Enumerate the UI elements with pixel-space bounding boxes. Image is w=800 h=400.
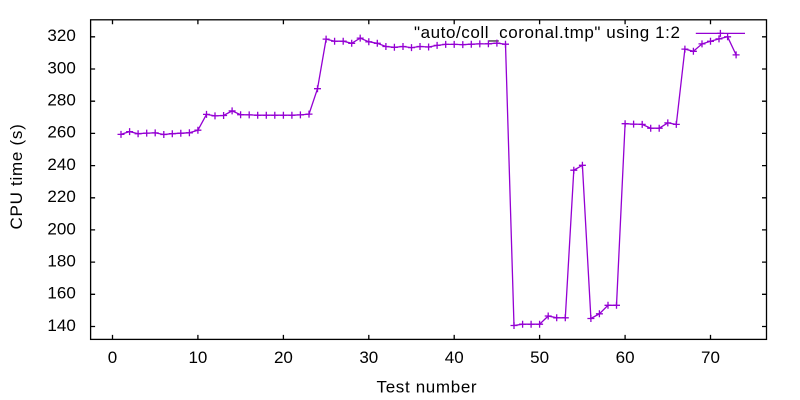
- svg-text:180: 180: [47, 252, 75, 271]
- svg-text:300: 300: [47, 58, 75, 77]
- svg-text:320: 320: [47, 26, 75, 45]
- svg-text:240: 240: [47, 155, 75, 174]
- svg-text:50: 50: [530, 348, 549, 367]
- svg-text:200: 200: [47, 219, 75, 238]
- svg-text:60: 60: [616, 348, 635, 367]
- svg-text:280: 280: [47, 91, 75, 110]
- svg-text:70: 70: [701, 348, 720, 367]
- svg-text:220: 220: [47, 187, 75, 206]
- svg-text:Test number: Test number: [377, 377, 478, 396]
- svg-text:30: 30: [359, 348, 378, 367]
- svg-text:"auto/coll_coronal.tmp" using: "auto/coll_coronal.tmp" using 1:2: [414, 23, 681, 42]
- svg-text:20: 20: [274, 348, 293, 367]
- svg-text:160: 160: [47, 284, 75, 303]
- svg-text:10: 10: [188, 348, 207, 367]
- svg-text:CPU time (s): CPU time (s): [7, 124, 26, 230]
- svg-text:0: 0: [108, 348, 117, 367]
- svg-text:40: 40: [445, 348, 464, 367]
- svg-text:260: 260: [47, 123, 75, 142]
- svg-text:140: 140: [47, 316, 75, 335]
